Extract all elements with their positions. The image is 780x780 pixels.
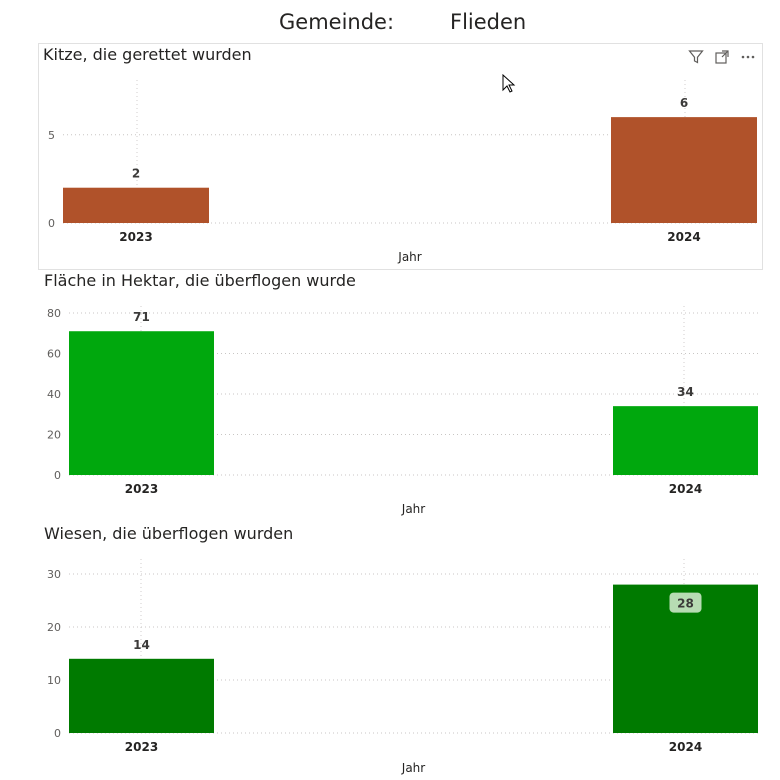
bar-chart-plot: 0 10 20 30 14 2023 28 2024 Jahr (47, 559, 758, 775)
x-category-label: 2024 (669, 740, 702, 754)
x-category-label: 2024 (667, 230, 700, 244)
x-axis-title: Jahr (401, 761, 425, 775)
y-tick-label: 10 (47, 674, 61, 687)
data-label: 28 (677, 597, 694, 611)
chart-wiesen[interactable]: Wiesen, die überflogen wurden 0 10 20 30 14 2… (40, 523, 765, 780)
data-label-bg (669, 592, 702, 613)
focus-mode-icon[interactable] (712, 48, 732, 66)
mouse-cursor-icon (502, 73, 516, 98)
bar-2024[interactable] (613, 406, 758, 475)
y-tick-label: 40 (47, 388, 61, 401)
y-tick-label: 60 (47, 348, 61, 361)
y-tick-label: 30 (47, 568, 61, 581)
y-tick-label: 5 (48, 129, 55, 142)
x-axis-title: Jahr (401, 502, 425, 516)
municipality-value: Flieden (450, 10, 527, 34)
x-category-label: 2024 (669, 482, 702, 496)
x-category-label: 2023 (125, 482, 158, 496)
bar-chart-plot: 0 20 40 60 80 71 2023 34 2024 Jahr (47, 306, 758, 516)
filter-icon[interactable] (686, 48, 706, 66)
y-tick-label: 0 (54, 469, 61, 482)
x-category-label: 2023 (119, 230, 152, 244)
data-label: 34 (677, 385, 694, 399)
y-tick-label: 20 (47, 429, 61, 442)
y-tick-label: 0 (54, 727, 61, 740)
x-axis-title: Jahr (397, 250, 421, 264)
chart-flaeche[interactable]: Fläche in Hektar, die überflogen wurde 0… (40, 270, 765, 520)
x-category-label: 2023 (125, 740, 158, 754)
chart-title: Fläche in Hektar, die überflogen wurde (44, 271, 356, 290)
more-options-icon[interactable] (738, 48, 758, 66)
chart-title: Wiesen, die überflogen wurden (44, 524, 294, 543)
bar-2024[interactable] (611, 117, 757, 223)
chart-kitze[interactable]: Kitze, die gerettet wurden 0 5 2 2023 6 2024 J… (38, 43, 763, 270)
bar-2023[interactable] (63, 187, 209, 223)
data-label: 71 (133, 310, 150, 324)
page-header: Gemeinde: Flieden (0, 10, 780, 42)
bar-chart-plot: 0 5 2 2023 6 2024 Jahr (48, 80, 757, 264)
bar-2023[interactable] (69, 331, 214, 475)
bar-2023[interactable] (69, 658, 214, 733)
visual-header-toolbar (686, 48, 758, 66)
data-label: 2 (132, 167, 140, 181)
chart-title: Kitze, die gerettet wurden (43, 45, 252, 64)
y-tick-label: 80 (47, 307, 61, 320)
y-tick-label: 0 (48, 217, 55, 230)
y-tick-label: 20 (47, 621, 61, 634)
municipality-label: Gemeinde: (279, 10, 395, 34)
data-label: 14 (133, 638, 150, 652)
data-label: 6 (680, 96, 688, 110)
